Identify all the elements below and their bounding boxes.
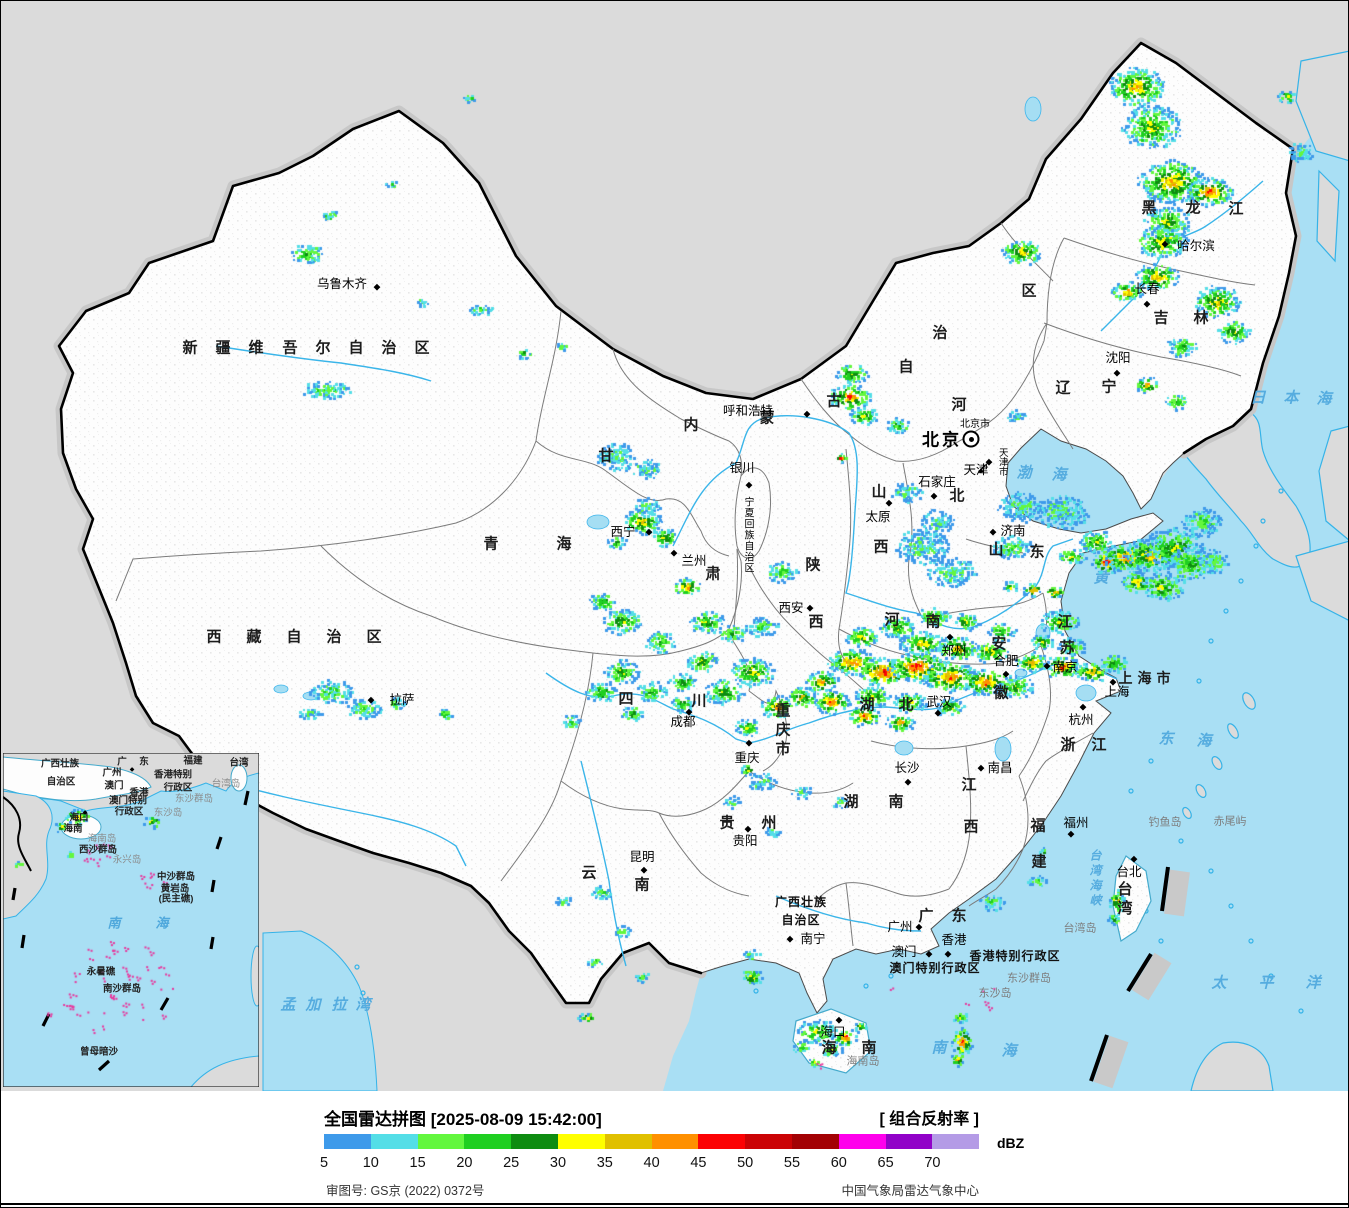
legend-ticks: 5 10 15 20 25 30 35 40 45 50 55 60 65 70 [320,1155,1024,1171]
legend-tick: 60 [830,1155,847,1171]
legend-tick: 5 [319,1155,329,1171]
data-source: 中国气象局雷达气象中心 [841,1184,979,1198]
legend-swatch-60 [838,1134,886,1149]
legend-swatch-35 [604,1134,652,1149]
legend-tick: 45 [690,1155,707,1171]
legend-tick: 10 [362,1155,379,1171]
approval-number: 审图号: GS京 (2022) 0372号 [326,1184,485,1198]
legend-panel: 全国雷达拼图 [2025-08-09 15:42:00] [ 组合反射率 ] d… [1,1091,1348,1203]
radar-echo-layer [1,1,1348,1091]
legend-colorbar [324,1134,980,1149]
legend-swatch-45 [698,1134,746,1149]
legend-tick: 30 [549,1155,567,1171]
legend-swatch-50 [745,1134,792,1149]
legend-tick: 40 [643,1155,660,1171]
legend-tick: 65 [877,1155,894,1171]
legend-tick: 25 [503,1155,520,1171]
legend-swatch-20 [464,1134,512,1149]
legend-swatch-15 [417,1134,465,1149]
legend-tick: 35 [596,1155,613,1171]
legend-swatch-70 [932,1134,980,1149]
legend-unit: dBZ [997,1135,1025,1151]
legend-swatch-55 [791,1134,839,1149]
legend-swatch-65 [885,1134,933,1149]
legend-swatch-10 [370,1134,418,1149]
legend-tick: 15 [409,1155,426,1171]
legend-tick: 70 [924,1155,941,1171]
product-name: [ 组合反射率 ] [879,1111,979,1128]
legend-swatch-40 [651,1134,699,1149]
legend-tick: 50 [737,1155,754,1171]
legend-tick: 20 [456,1155,473,1171]
bottom-frame-line [1,1203,1348,1205]
legend-swatch-25 [511,1134,558,1149]
map-title: 全国雷达拼图 [2025-08-09 15:42:00] [324,1110,602,1129]
legend-swatch-5 [324,1134,371,1149]
legend-tick: 55 [783,1155,801,1171]
legend-swatch-30 [557,1134,605,1149]
